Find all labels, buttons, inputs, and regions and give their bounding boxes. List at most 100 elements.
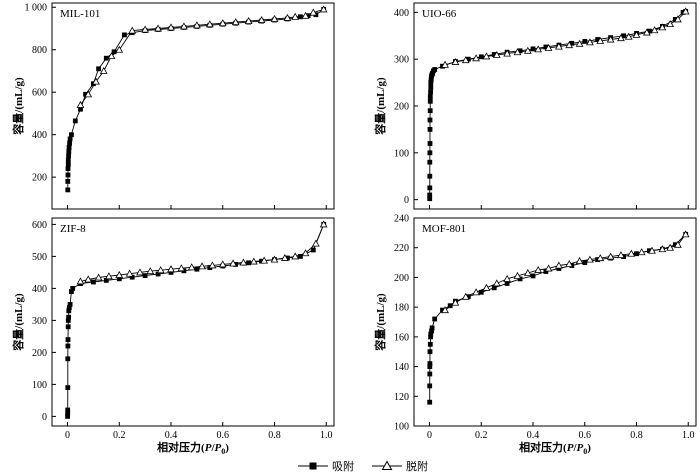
x-tick-label: 1.0 <box>682 430 695 441</box>
desorption-point <box>84 90 93 98</box>
desorption-point <box>180 22 188 30</box>
adsorption-point <box>427 399 433 405</box>
y-tick-label: 400 <box>32 284 47 295</box>
desorption-point <box>586 255 594 263</box>
adsorption-point <box>129 274 135 280</box>
y-tick-label: 200 <box>32 348 47 359</box>
desorption-point <box>167 265 175 273</box>
adsorption-point <box>168 270 174 275</box>
adsorption-point <box>65 385 71 390</box>
adsorption-point <box>83 91 88 97</box>
desorption-point <box>167 23 175 31</box>
adsorption-point <box>65 356 71 362</box>
chart-marks: 100 120 140 160 180 200 220 240 0 0.2 0.4 0.6 0.8 1.0 <box>394 214 694 442</box>
adsorption-point <box>447 303 453 309</box>
adsorption-point <box>65 343 71 349</box>
adsorption-point <box>246 260 251 266</box>
y-axis-title: 容量/(mL/g) <box>11 293 25 352</box>
adsorption-point <box>440 307 445 313</box>
adsorption-point <box>298 254 303 259</box>
adsorption-point <box>427 98 433 104</box>
adsorption-point <box>427 349 433 355</box>
adsorption-point <box>91 279 96 285</box>
x-tick-label: 0.4 <box>165 430 178 441</box>
adsorption-point <box>103 278 109 283</box>
desorption-point <box>451 298 460 306</box>
desorption-point <box>575 257 584 265</box>
panel-title: ZIF-8 <box>60 223 86 235</box>
y-tick-label: 1 000 <box>25 3 48 14</box>
x-axis-title: 相对压力(P/P0) <box>519 440 591 456</box>
adsorption-point <box>65 414 70 419</box>
adsorption-point <box>543 44 549 50</box>
y-tick-label: 100 <box>394 148 409 159</box>
desorption-point <box>606 35 615 43</box>
desorption-point <box>177 264 186 272</box>
desorption-point <box>461 292 470 300</box>
series-line-adsorption <box>67 9 324 190</box>
desorption-point <box>482 283 491 291</box>
desorption-point <box>534 45 543 53</box>
desorption-point <box>648 246 656 254</box>
adsorption-point <box>569 40 575 46</box>
adsorption-point <box>432 316 438 322</box>
desorption-point <box>482 52 491 60</box>
desorption-point <box>632 30 641 38</box>
desorption-point <box>658 23 667 31</box>
desorption-point <box>555 261 563 269</box>
y-tick-label: 600 <box>32 220 47 231</box>
desorption-point <box>229 259 237 267</box>
desorption-point <box>666 243 675 251</box>
legend-marker-triangle <box>381 460 393 470</box>
chart-marks: 200 400 600 800 1 000 <box>25 3 328 209</box>
adsorption-point <box>427 159 433 165</box>
desorption-point <box>187 263 196 271</box>
desorption-point <box>544 43 553 51</box>
y-tick-label: 200 <box>32 173 47 184</box>
adsorption-point <box>66 314 71 320</box>
desorption-point <box>565 260 574 268</box>
adsorption-point <box>427 173 433 179</box>
adsorption-point <box>582 260 588 265</box>
adsorption-point <box>65 324 71 330</box>
legend: 吸附 脱附 <box>298 459 428 472</box>
adsorption-point <box>67 136 73 142</box>
desorption-point <box>575 39 584 47</box>
series-line-adsorption <box>429 233 687 403</box>
desorption-point <box>441 306 449 314</box>
desorption-point <box>586 38 594 46</box>
adsorption-point <box>111 49 117 55</box>
adsorption-point <box>427 383 433 389</box>
y-tick-label: 800 <box>32 45 47 56</box>
adsorption-point <box>427 371 433 377</box>
adsorption-point <box>66 149 72 155</box>
desorption-point <box>674 240 682 248</box>
desorption-point <box>513 48 522 56</box>
adsorption-point <box>428 89 433 95</box>
desorption-point <box>193 21 201 29</box>
legend-item-desorption: 脱附 <box>372 459 428 472</box>
adsorption-point <box>69 132 74 138</box>
desorption-point <box>319 5 328 13</box>
x-tick-label: 0.2 <box>475 430 488 441</box>
panel-mof-801: MOF-801 100 120 140 160 180 200 220 240 0 0.2 0.4 0… <box>394 214 697 442</box>
x-tick-label: 0.8 <box>630 430 643 441</box>
adsorption-point <box>65 166 71 171</box>
desorption-point <box>94 273 103 281</box>
y-tick-label: 300 <box>394 55 409 66</box>
panel-uio-66: UIO-66 0 100 200 300 400 <box>394 2 697 210</box>
y-tick-label: 160 <box>394 332 409 343</box>
adsorption-point <box>647 28 652 34</box>
desorption-point <box>231 18 240 26</box>
desorption-point <box>627 249 636 257</box>
adsorption-point <box>427 108 433 114</box>
desorption-point <box>472 54 480 62</box>
desorption-point <box>301 11 310 19</box>
adsorption-point <box>66 305 72 310</box>
plot-frame <box>413 217 697 427</box>
panel-title: MIL-101 <box>60 8 100 20</box>
adsorption-point <box>65 162 71 167</box>
adsorption-point <box>103 55 109 61</box>
adsorption-point <box>194 266 200 272</box>
adsorption-point <box>67 302 73 307</box>
